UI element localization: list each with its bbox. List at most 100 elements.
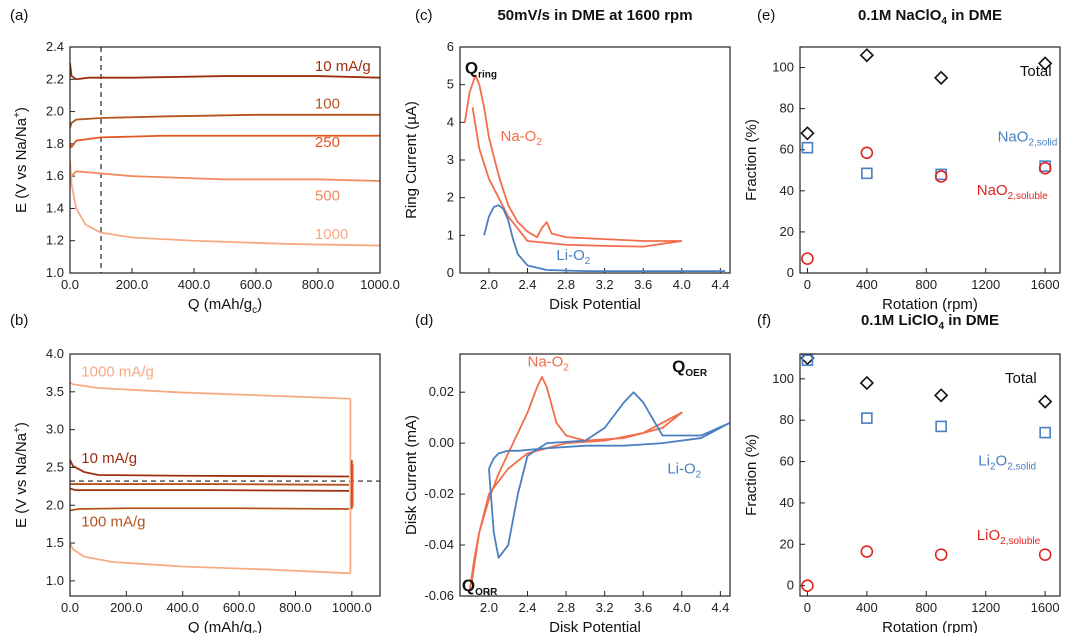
panel-b-series-label-2-part: 100 mA/g xyxy=(81,513,145,530)
panel-b-series-5-line xyxy=(70,483,350,486)
panel-d-q-label-0-part: Q xyxy=(672,357,685,376)
panel-f-xtick-label: 1600 xyxy=(1031,600,1060,615)
panel-a-series-label-4: 1000 xyxy=(315,226,348,243)
panel-e-title-part: in DME xyxy=(947,7,1002,24)
panel-d-q-label-1-sub: ORR xyxy=(475,587,498,598)
panel-f-series-2-point xyxy=(934,548,948,561)
panel-a-series-label-2-part: 250 xyxy=(315,134,340,151)
panel-b-xtick-label: 200.0 xyxy=(110,600,143,615)
panel-f-series-0-point xyxy=(859,375,874,391)
panel-b-ylabel-sup: + xyxy=(12,427,23,433)
panel-a-ytick-label: 1.0 xyxy=(46,265,64,280)
panel-a-series-label-4-part: 1000 xyxy=(315,226,348,243)
panel-c-series-2-line xyxy=(483,204,726,273)
panel-a-ylabel: E (V vs Na/Na+) xyxy=(12,107,30,213)
panel-c-series-1-line xyxy=(471,107,682,248)
panel-e-series-2-point xyxy=(934,170,948,183)
panel-a-ytick-label: 1.6 xyxy=(46,168,64,183)
panel-e-series-label-0: Total xyxy=(1020,63,1052,80)
panel-d-series-label-0-part: Na-O xyxy=(528,354,564,371)
panel-b-ytick-label: 4.0 xyxy=(46,346,64,361)
panel-a-plot xyxy=(70,47,380,273)
panel-b-series-label-1: 10 mA/g xyxy=(81,450,137,467)
panel-e-series-0-point xyxy=(1038,56,1053,71)
panel-b-series-1-line xyxy=(70,542,351,575)
panel-d-label: (d) xyxy=(415,312,433,329)
panel-a-xlabel-part: Q (mAh/g xyxy=(188,296,252,313)
panel-a-label: (a) xyxy=(10,7,28,24)
panel-f-ytick-label: 60 xyxy=(780,454,794,469)
panel-f-ylabel-part: Fraction (%) xyxy=(743,434,760,516)
panel-f-xlabel: Rotation (rpm) xyxy=(882,619,978,633)
panel-c-ytick-label: 2 xyxy=(447,190,454,205)
panel-b-ytick-label: 1.5 xyxy=(46,535,64,550)
panel-f-series-1-point xyxy=(935,420,947,433)
panel-c-plot xyxy=(463,74,726,273)
panel-e-xtick-label: 1600 xyxy=(1031,277,1060,292)
panel-c-series-label-1: Li-O2 xyxy=(556,247,590,267)
panel-c-series-label-0: Na-O2 xyxy=(501,128,543,148)
panel-a-ytick-label: 2.4 xyxy=(46,39,64,54)
panel-c-xtick-label: 2.0 xyxy=(480,277,498,292)
panel-d-q-label-1-part: Q xyxy=(462,576,475,595)
panel-d-xlabel: Disk Potential xyxy=(549,619,641,633)
panel-f-xtick-label: 1200 xyxy=(971,600,1000,615)
panel-b-xlabel-part: ) xyxy=(257,619,262,633)
panel-b-xtick-label: 1000.0 xyxy=(332,600,372,615)
panel-a-xtick-label: 200.0 xyxy=(116,277,149,292)
panel-a-xtick-label: 600.0 xyxy=(240,277,273,292)
panel-f-series-1-point xyxy=(801,354,814,367)
panel-a-series-label-1: 100 xyxy=(315,95,340,112)
panel-d-series-label-0: Na-O2 xyxy=(528,354,570,374)
panel-a-xtick-label: 1000.0 xyxy=(360,277,400,292)
panel-f-series-2-point xyxy=(801,579,814,592)
panel-f-ytick-label: 100 xyxy=(772,371,794,386)
panel-d-series-1-line xyxy=(488,391,730,559)
panel-f-series-label-1-part: O xyxy=(996,453,1008,470)
panel-b-xtick-label: 600.0 xyxy=(223,600,256,615)
panel-d-series-0-line xyxy=(468,376,683,592)
panel-c-xtick-label: 2.8 xyxy=(557,277,575,292)
panel-f-xlabel-part: Rotation (rpm) xyxy=(882,619,978,633)
panel-b-ytick-label: 1.0 xyxy=(46,573,64,588)
panel-a-series-label-2: 250 xyxy=(315,134,340,151)
panel-b-label: (b) xyxy=(10,312,28,329)
panel-c-ytick-label: 4 xyxy=(447,114,454,129)
panel-e-xtick-label: 400 xyxy=(856,277,878,292)
panel-a-series-2-line xyxy=(70,134,380,148)
panel-a-xtick-label: 800.0 xyxy=(302,277,335,292)
panel-e-ytick-label: 20 xyxy=(780,224,794,239)
panel-c-q-label-0-sub: ring xyxy=(478,69,497,80)
panel-c-xtick-label: 3.2 xyxy=(596,277,614,292)
panel-f-series-label-2: LiO2,soluble xyxy=(977,527,1041,547)
panel-f-series-label-2-sub: 2,soluble xyxy=(1000,536,1040,547)
panel-b-ylabel-part: E (V vs Na/Na xyxy=(13,432,30,528)
panel-d-ytick-label: 0.02 xyxy=(429,384,454,399)
panel-b-xlabel: Q (mAh/gc) xyxy=(188,619,262,633)
panel-c-title-part: 50mV/s in DME at 1600 rpm xyxy=(497,7,692,24)
panel-f-series-label-1-part: Li xyxy=(978,453,990,470)
panel-d-series-label-1-part: Li-O xyxy=(667,461,695,478)
panel-c-series-0-line xyxy=(463,74,682,242)
panel-a-xlabel-part: ) xyxy=(257,296,262,313)
panel-a-series-label-0: 10 mA/g xyxy=(315,58,371,75)
panel-b-ytick-label: 3.0 xyxy=(46,422,64,437)
panel-e-series-1-point xyxy=(801,141,814,154)
panel-d-series-label-1: Li-O2 xyxy=(667,461,701,481)
panel-f-series-label-1: Li2O2,solid xyxy=(978,453,1036,473)
panel-e-series-0-point xyxy=(934,70,949,85)
panel-a-ytick-label: 1.4 xyxy=(46,200,64,215)
panel-a-ytick-label: 2.2 xyxy=(46,71,64,86)
panel-b-ylabel-part: ) xyxy=(13,422,30,427)
panel-d-xtick-label: 3.6 xyxy=(634,600,652,615)
panel-e-xtick-label: 0 xyxy=(804,277,811,292)
panel-e-series-0-point xyxy=(800,126,815,141)
panel-f-plot xyxy=(800,354,1053,592)
panel-c-xtick-label: 2.4 xyxy=(518,277,536,292)
panel-c-ytick-label: 5 xyxy=(447,77,454,92)
panel-e-xtick-label: 1200 xyxy=(971,277,1000,292)
panel-d-xtick-label: 4.0 xyxy=(673,600,691,615)
panel-e-ytick-label: 60 xyxy=(780,142,794,157)
panel-e-series-2-point xyxy=(860,146,874,160)
